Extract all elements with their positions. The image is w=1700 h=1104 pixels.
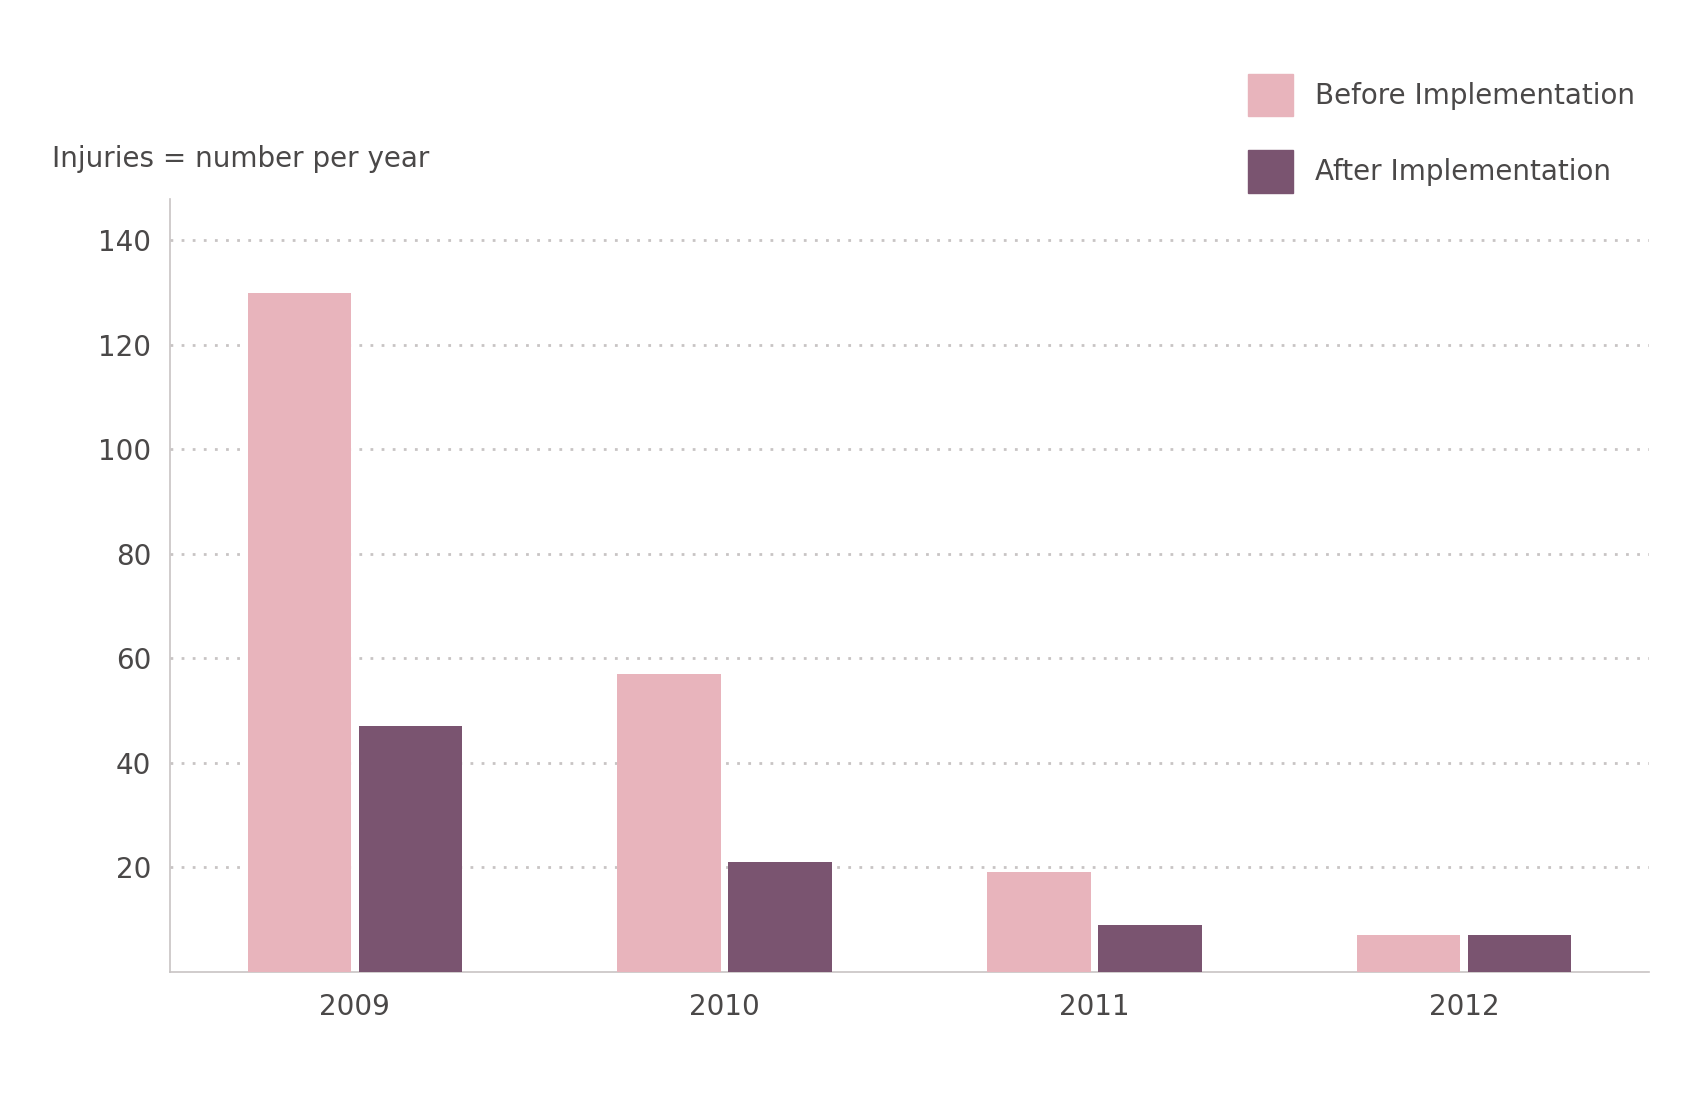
Text: Injuries = number per year: Injuries = number per year <box>51 145 428 172</box>
Bar <box>1467 935 1571 972</box>
Bar <box>617 673 721 972</box>
Legend: Before Implementation, After Implementation: Before Implementation, After Implementat… <box>1248 74 1635 193</box>
Bar <box>248 293 352 972</box>
Bar <box>728 862 831 972</box>
Bar <box>988 872 1091 972</box>
Bar <box>359 726 462 972</box>
Bar <box>1098 924 1202 972</box>
Bar <box>1357 935 1460 972</box>
